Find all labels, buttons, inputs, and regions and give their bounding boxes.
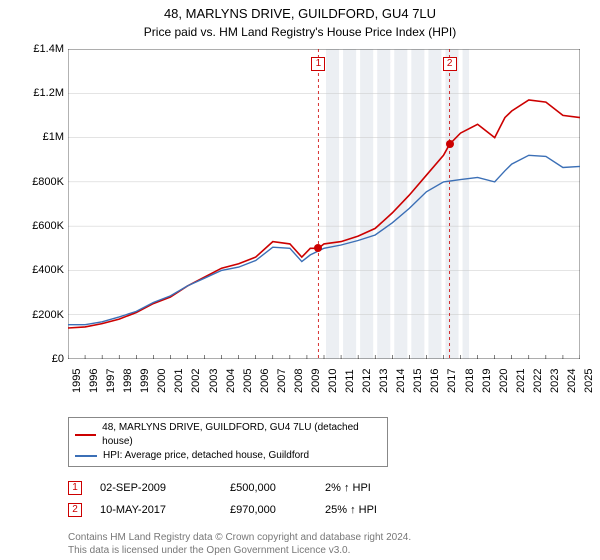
x-tick-label: 2021 xyxy=(515,368,527,392)
footer-line: Contains HM Land Registry data © Crown c… xyxy=(68,531,590,544)
legend-swatch xyxy=(75,434,96,436)
sale-price: £500,000 xyxy=(230,482,325,494)
x-tick-label: 2018 xyxy=(464,368,476,392)
x-tick-label: 2019 xyxy=(481,368,493,392)
sale-row: 1 02-SEP-2009£500,0002% ↑ HPI xyxy=(68,477,590,499)
x-tick-label: 2024 xyxy=(566,368,578,392)
chart-plot xyxy=(68,49,580,359)
y-tick-label: £1M xyxy=(43,131,64,143)
x-tick-label: 2003 xyxy=(208,368,220,392)
chart-title: 48, MARLYNS DRIVE, GUILDFORD, GU4 7LU xyxy=(10,6,590,23)
y-tick-label: £600K xyxy=(32,220,64,232)
legend-row: HPI: Average price, detached house, Guil… xyxy=(75,449,381,463)
sale-marker-box: 2 xyxy=(68,503,82,517)
x-tick-label: 1996 xyxy=(88,368,100,392)
sale-marker-box: 1 xyxy=(311,57,325,71)
sale-date: 02-SEP-2009 xyxy=(100,482,230,494)
x-tick-label: 2023 xyxy=(549,368,561,392)
chart-container: 48, MARLYNS DRIVE, GUILDFORD, GU4 7LU Pr… xyxy=(0,0,600,560)
y-tick-label: £200K xyxy=(32,309,64,321)
legend-swatch xyxy=(75,455,97,457)
sale-price: £970,000 xyxy=(230,504,325,516)
sale-date: 10-MAY-2017 xyxy=(100,504,230,516)
legend: 48, MARLYNS DRIVE, GUILDFORD, GU4 7LU (d… xyxy=(68,417,388,467)
sale-hpi: 2% ↑ HPI xyxy=(325,482,445,494)
y-tick-label: £800K xyxy=(32,176,64,188)
legend-row: 48, MARLYNS DRIVE, GUILDFORD, GU4 7LU (d… xyxy=(75,421,381,449)
y-tick-label: £400K xyxy=(32,264,64,276)
x-tick-label: 2015 xyxy=(412,368,424,392)
x-tick-label: 2000 xyxy=(156,368,168,392)
x-tick-label: 2011 xyxy=(344,369,356,393)
legend-label: HPI: Average price, detached house, Guil… xyxy=(103,449,309,463)
x-tick-label: 2005 xyxy=(242,368,254,392)
x-tick-label: 2014 xyxy=(395,368,407,392)
sales-table: 1 02-SEP-2009£500,0002% ↑ HPI 2 10-MAY-2017… xyxy=(68,477,590,521)
y-axis: £0£200K£400K£600K£800K£1M£1.2M£1.4M xyxy=(20,49,68,359)
sale-dot xyxy=(314,244,322,252)
x-tick-label: 2010 xyxy=(327,368,339,392)
x-tick-label: 2012 xyxy=(361,368,373,392)
y-tick-label: £1.4M xyxy=(33,43,64,55)
x-tick-label: 2009 xyxy=(310,368,322,392)
x-tick-label: 2013 xyxy=(378,368,390,392)
footer-line: This data is licensed under the Open Gov… xyxy=(68,544,590,557)
x-tick-label: 1995 xyxy=(71,368,83,392)
y-tick-label: £1.2M xyxy=(33,87,64,99)
x-tick-label: 2017 xyxy=(446,368,458,392)
x-tick-label: 2001 xyxy=(173,368,185,392)
x-tick-label: 1999 xyxy=(139,368,151,392)
footer-attribution: Contains HM Land Registry data © Crown c… xyxy=(68,531,590,557)
sale-hpi: 25% ↑ HPI xyxy=(325,504,445,516)
sale-marker-box: 2 xyxy=(443,57,457,71)
x-tick-label: 2007 xyxy=(276,368,288,392)
x-tick-label: 1997 xyxy=(105,368,117,392)
x-tick-label: 2008 xyxy=(293,368,305,392)
x-tick-label: 2022 xyxy=(532,368,544,392)
x-tick-label: 2016 xyxy=(429,368,441,392)
chart-subtitle: Price paid vs. HM Land Registry's House … xyxy=(10,25,590,39)
sale-row: 2 10-MAY-2017£970,00025% ↑ HPI xyxy=(68,499,590,521)
y-tick-label: £0 xyxy=(52,353,64,365)
x-axis: 1995 1996 1997 1998 1999 2000 2001 2002 2003 2004… xyxy=(68,361,580,407)
legend-label: 48, MARLYNS DRIVE, GUILDFORD, GU4 7LU (d… xyxy=(102,421,381,449)
sale-marker-box: 1 xyxy=(68,481,82,495)
x-tick-label: 2025 xyxy=(583,368,595,392)
x-tick-label: 2004 xyxy=(225,368,237,392)
sale-dot xyxy=(446,140,454,148)
chart-area: £0£200K£400K£600K£800K£1M£1.2M£1.4M 1995… xyxy=(20,49,580,413)
x-tick-label: 2006 xyxy=(259,368,271,392)
x-tick-label: 2002 xyxy=(190,368,202,392)
x-tick-label: 1998 xyxy=(122,368,134,392)
x-tick-label: 2020 xyxy=(498,368,510,392)
